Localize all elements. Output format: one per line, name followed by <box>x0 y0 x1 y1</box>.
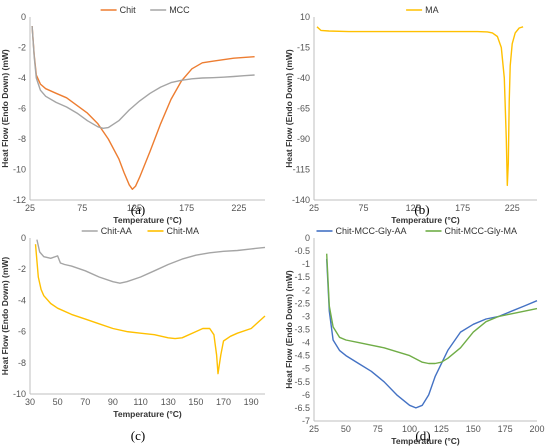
panel-3-x-tick-label: 190 <box>244 397 259 407</box>
panel-1-y-tick-label: -10 <box>13 165 26 175</box>
panel-4-legend-label-chit-mcc-gly-aa: Chit-MCC-Gly-AA <box>336 226 407 236</box>
panel-4-y-tick-label: -1 <box>302 259 310 269</box>
panel-2-y-tick-label: -65 <box>297 104 310 114</box>
panel-1-x-tick-label: 75 <box>77 203 87 213</box>
panel-4-x-tick-label: 125 <box>434 424 449 434</box>
panel-2-x-tick-label: 225 <box>505 203 520 213</box>
panel-3-x-tick-label: 130 <box>161 397 176 407</box>
panel-2-x-tick-label: 75 <box>359 203 369 213</box>
panel-1-series-mcc-line <box>31 26 255 130</box>
panel-2-x-tick-label: 125 <box>406 203 421 213</box>
panel-4-y-tick-label: -5.5 <box>294 377 310 387</box>
panel-1-x-axis-label: Temperature (°C) <box>113 215 182 225</box>
panel-1-legend-label-mcc: MCC <box>169 5 190 15</box>
panel-4-x-tick-label: 50 <box>341 424 351 434</box>
panel-1-y-axis-label: Heat Flow (Endo Down) (mW) <box>0 49 10 168</box>
panel-4-y-tick-label: -4.5 <box>294 351 310 361</box>
panel-3-series-chit-aa-line <box>36 239 266 284</box>
panel-3-y-tick-label: -8 <box>18 358 26 368</box>
panel-1-x-tick-label: 175 <box>179 203 194 213</box>
panel-3-caption: (c) <box>131 428 145 443</box>
panel-2-legend-label-ma: MA <box>425 5 439 15</box>
panel-2-y-tick-label: -115 <box>293 165 310 175</box>
panel-3-y-tick-label: -4 <box>18 295 26 305</box>
panel-3-y-tick-label: -6 <box>18 327 26 337</box>
panel-3-x-tick-label: 110 <box>133 397 147 407</box>
panel-1-y-tick-label: -2 <box>18 43 26 53</box>
panel-4-y-tick-label: 0 <box>305 233 310 243</box>
panel-1-caption: (a) <box>131 202 145 217</box>
panel-3-y-tick-label: -10 <box>13 389 26 399</box>
panel-3-series-chit-ma-line <box>34 244 266 375</box>
panel-1-x-tick-label: 25 <box>25 203 35 213</box>
panel-1-x-tick-label: 125 <box>127 203 142 213</box>
panel-4-legend-label-chit-mcc-gly-ma: Chit-MCC-Gly-MA <box>445 226 518 236</box>
panel-3-y-tick-label: 0 <box>21 233 26 243</box>
panel-3-x-tick-label: 70 <box>80 397 90 407</box>
panel-3-legend-label-chit-aa: Chit-AA <box>101 226 132 236</box>
panel-4-y-tick-label: -1.5 <box>294 272 310 282</box>
panel-3-x-axis-label: Temperature (°C) <box>113 409 182 419</box>
panel-4-y-tick-label: -2.5 <box>294 298 310 308</box>
panel-1-legend-label-chit: Chit <box>120 5 137 15</box>
panel-4-y-tick-label: -3 <box>302 311 310 321</box>
panel-4-x-tick-label: 75 <box>373 424 383 434</box>
panel-3-x-tick-label: 50 <box>53 397 63 407</box>
panel-3-x-tick-label: 30 <box>25 397 35 407</box>
panel-2-y-tick-label: -140 <box>292 195 310 205</box>
panel-1-y-tick-label: -4 <box>18 73 26 83</box>
panel-4-x-tick-label: 150 <box>466 424 481 434</box>
panel-2-y-tick-label: 10 <box>300 12 310 22</box>
panel-2-y-axis-label: Heat Flow (Endo Down) (mW) <box>284 49 294 168</box>
panel-4-series-chit-mcc-gly-aa-line <box>326 258 538 409</box>
panel-4-y-tick-label: -3.5 <box>294 325 310 335</box>
panel-4-y-tick-label: -4 <box>302 338 310 348</box>
panel-1-y-tick-label: 0 <box>21 12 26 22</box>
panel-1-x-tick-label: 225 <box>231 203 246 213</box>
panel-3-x-tick-label: 150 <box>188 397 203 407</box>
panel-2-x-axis-label: Temperature (°C) <box>391 215 460 225</box>
panel-4-caption: (d) <box>415 428 430 443</box>
panel-4-x-axis-label: Temperature (°C) <box>391 436 460 446</box>
panel-4-y-axis-label: Heat Flow (Endo Down) (mW) <box>284 270 294 389</box>
panel-4-y-tick-label: -2 <box>302 285 310 295</box>
panel-4-x-tick-label: 175 <box>498 424 513 434</box>
panel-4-y-tick-label: -6.5 <box>294 403 310 413</box>
panel-1-y-tick-label: -12 <box>13 195 26 205</box>
panel-2-x-tick-label: 175 <box>455 203 470 213</box>
panel-4-series-chit-mcc-gly-ma-line <box>326 253 538 365</box>
panel-4-y-tick-label: -6 <box>302 390 310 400</box>
panel-4-y-tick-label: -7 <box>302 416 310 426</box>
panel-2-y-tick-label: -15 <box>297 43 310 53</box>
panel-1-series-chit-line <box>31 26 255 191</box>
panel-3-y-axis-label: Heat Flow (Endo Down) (mW) <box>0 257 10 376</box>
panel-1-y-tick-label: -6 <box>18 104 26 114</box>
panel-4-x-tick-label: 200 <box>529 424 544 434</box>
panel-4-y-tick-label: -0.5 <box>294 246 310 256</box>
panel-2-y-tick-label: -40 <box>297 73 310 83</box>
panel-2-caption: (b) <box>414 202 429 217</box>
panel-3-x-tick-label: 170 <box>216 397 231 407</box>
panel-3-y-tick-label: -2 <box>18 264 26 274</box>
panel-2-x-tick-label: 25 <box>309 203 319 213</box>
panel-3-legend-label-chit-ma: Chit-MA <box>167 226 200 236</box>
panel-2-y-tick-label: -90 <box>297 134 310 144</box>
panel-2-series-ma-line <box>316 26 524 187</box>
panel-4-x-tick-label: 25 <box>309 424 319 434</box>
panel-4-y-tick-label: -5 <box>302 364 310 374</box>
panel-1-y-tick-label: -8 <box>18 134 26 144</box>
panel-3-x-tick-label: 90 <box>108 397 118 407</box>
panel-4-x-tick-label: 100 <box>402 424 417 434</box>
